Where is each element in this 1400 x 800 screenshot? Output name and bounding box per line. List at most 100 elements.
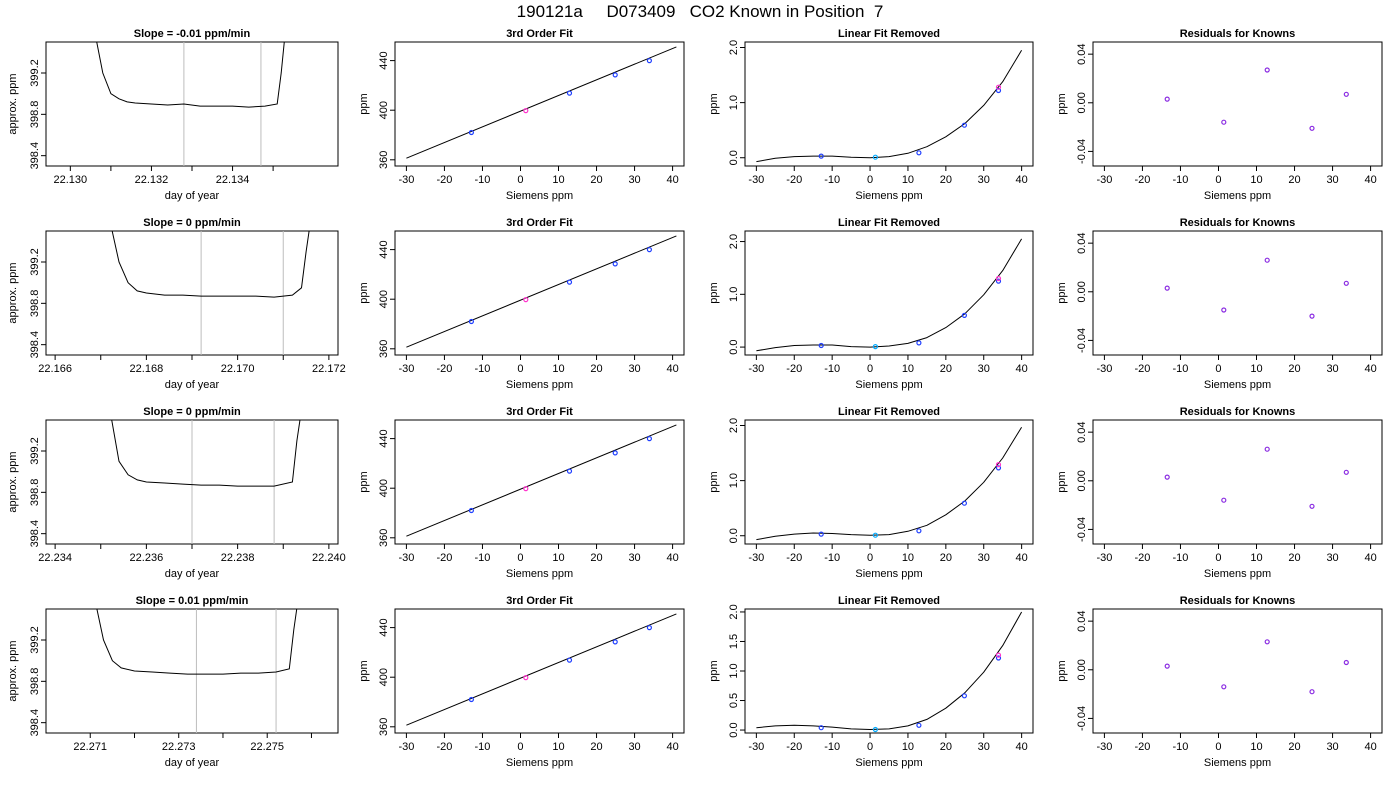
panel-title: Residuals for Knowns [1180,406,1296,418]
x-tick-label: 30 [978,552,990,564]
x-tick-label: 10 [1250,741,1262,753]
x-tick-label: -20 [786,741,802,753]
x-tick-label: -20 [1134,741,1150,753]
x-tick-label: -20 [436,741,452,753]
y-tick-label: 0.04 [1076,421,1088,442]
plot-area [111,231,310,355]
panel-title: Linear Fit Removed [838,28,940,40]
x-axis-label: Siemens ppm [506,379,573,391]
y-tick-label: 440 [378,618,390,636]
x-tick-label: 30 [1326,741,1338,753]
x-axis-label: Siemens ppm [1204,568,1271,580]
x-tick-label: -10 [1173,174,1189,186]
x-tick-label: 20 [940,363,952,375]
y-tick-label: 400 [378,668,390,686]
plot-area [406,235,677,348]
panel-residuals-row-1: Residuals for Knowns -30 -20 -10 0 10 20 30 40 -0… [1056,217,1383,391]
data-point [1264,67,1270,73]
data-point [1264,446,1270,452]
x-tick-label: -20 [786,363,802,375]
data-point [995,278,1002,284]
x-tick-label: 30 [978,741,990,753]
x-tick-label: 22.166 [38,363,72,375]
x-tick-label: 10 [552,174,564,186]
data-point [995,462,1002,468]
plot-frame [744,41,1034,167]
x-tick-label: 30 [628,552,640,564]
x-tick-label: -20 [436,552,452,564]
data-point [1221,119,1227,125]
data-point [818,531,824,537]
y-axis-label: ppm [708,93,720,114]
panel-title: Residuals for Knowns [1180,217,1296,229]
panel-fit-row-3: 3rd Order Fit -30 -20 -10 0 10 20 30 40 360 400 440… [358,595,685,769]
data-point [1164,96,1170,102]
x-tick-label: -30 [748,174,764,186]
panel-linear-removed-row-1: Linear Fit Removed -30 -20 -10 0 10 20 30 40 0.0 1… [708,217,1034,391]
data-point [995,275,1002,282]
plot-area [406,613,677,726]
plot-area [406,424,677,537]
panel-title: Slope = 0.01 ppm/min [136,595,249,607]
x-tick-label: 0 [1215,363,1221,375]
x-tick-label: 20 [940,552,952,564]
x-tick-label: -30 [1096,552,1112,564]
y-tick-label: 360 [378,340,390,358]
x-tick-label: 22.134 [216,174,250,186]
panel-title: Slope = 0 ppm/min [143,217,241,229]
plot-area [756,426,1023,541]
y-tick-label: 1.0 [728,663,740,678]
x-tick-label: 0 [867,552,873,564]
y-tick-label: 0.5 [728,693,740,708]
y-tick-label: 2.0 [728,418,740,433]
x-tick-label: 22.236 [130,552,164,564]
y-tick-label: 398.4 [29,142,41,170]
data-point [566,90,573,96]
x-tick-label: 10 [902,552,914,564]
fit-line [406,235,677,348]
data-point [818,342,824,349]
x-tick-label: -20 [786,174,802,186]
x-tick-label: 22.170 [221,363,255,375]
x-tick-label: 40 [1364,552,1376,564]
data-point [1221,684,1227,690]
y-axis-label: ppm [708,660,720,681]
x-tick-label: 10 [552,741,564,753]
plot-frame [394,41,685,167]
panel-timeseries-row-1: Slope = 0 ppm/min 22.166 22.168 22.170 22.17… [7,217,346,391]
x-axis-label: Siemens ppm [855,190,922,202]
y-tick-label: 2.0 [728,40,740,55]
y-tick-label: 398.4 [29,709,41,737]
y-axis-label: ppm [708,471,720,492]
y-tick-label: 0.00 [1076,659,1088,680]
y-tick-label: 2.0 [728,234,740,249]
plot-frame [394,419,685,545]
x-axis-label: day of year [165,379,220,391]
x-axis-label: Siemens ppm [506,568,573,580]
data-point [995,84,1002,90]
data-point [612,639,618,645]
x-tick-label: 0 [517,552,523,564]
y-axis-label: approx. ppm [7,640,19,701]
fit-curve [756,50,1023,163]
data-point [612,72,618,78]
panel-title: Linear Fit Removed [838,406,940,418]
x-tick-label: 20 [1288,363,1300,375]
x-tick-label: 22.271 [73,741,107,753]
x-tick-label: 10 [902,174,914,186]
x-axis-label: day of year [165,757,220,769]
x-tick-label: 22.275 [250,741,284,753]
plot-area [111,420,301,544]
x-tick-label: 40 [1016,552,1028,564]
plot-frame [744,419,1034,545]
x-tick-label: 0 [1215,174,1221,186]
y-tick-label: 360 [378,529,390,547]
data-point [612,450,618,456]
data-point [612,261,618,267]
y-tick-label: 360 [378,718,390,736]
data-point [872,344,879,350]
data-point [916,528,922,534]
data-point [916,722,922,728]
y-tick-label: 2.0 [728,604,740,619]
panel-residuals-row-2: Residuals for Knowns -30 -20 -10 0 10 20 30 40 -0… [1056,406,1383,580]
